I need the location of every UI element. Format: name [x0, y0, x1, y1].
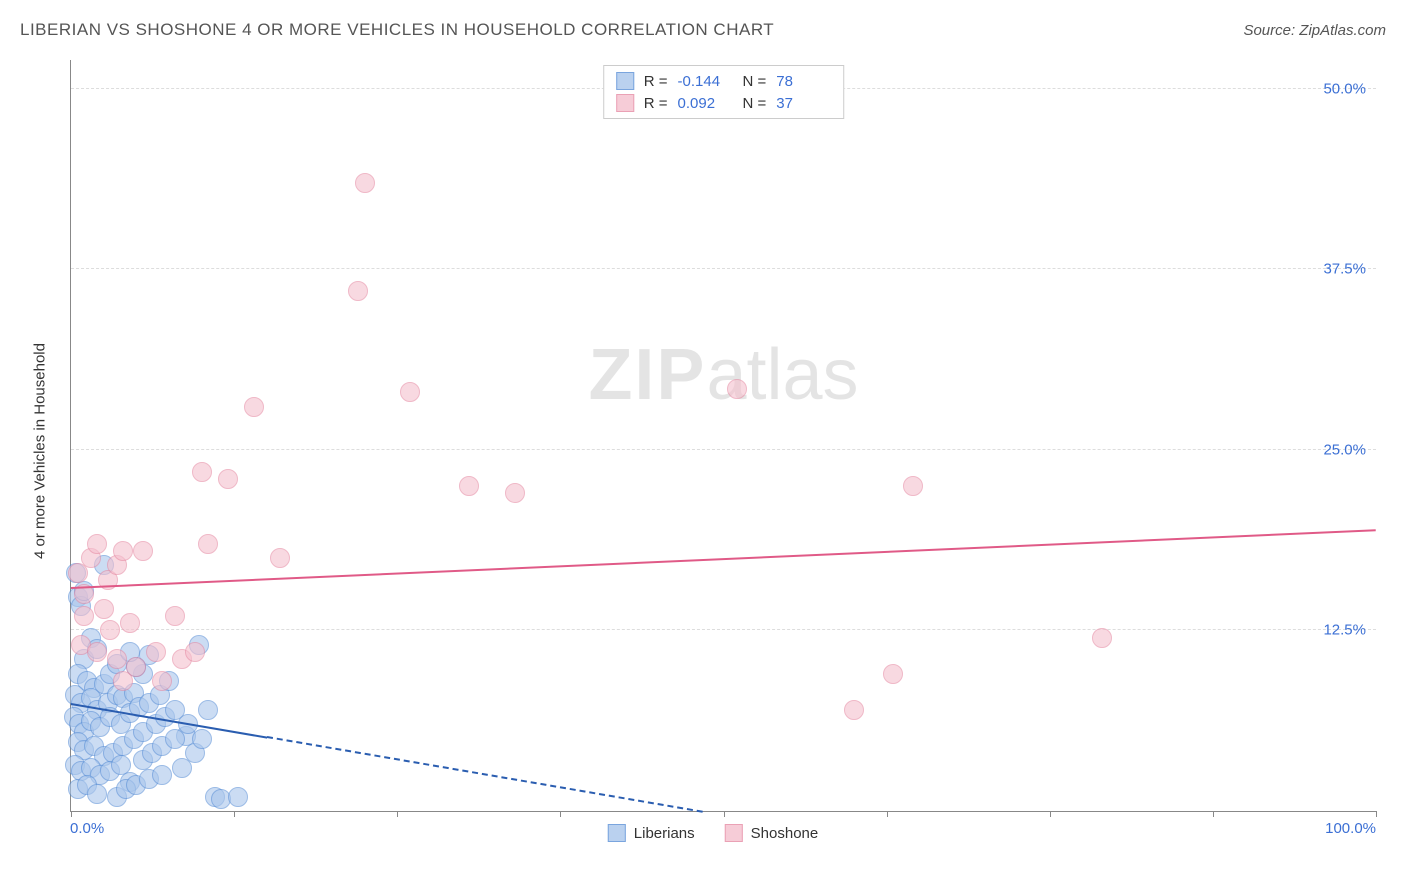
scatter-point — [903, 476, 923, 496]
correlation-legend: R = -0.144 N = 78 R = 0.092 N = 37 — [603, 65, 845, 119]
y-tick-label: 25.0% — [1323, 441, 1366, 458]
legend-swatch — [725, 824, 743, 842]
r-label: R = — [644, 73, 668, 90]
legend-swatch — [616, 94, 634, 112]
scatter-point — [100, 620, 120, 640]
x-tick — [1376, 811, 1377, 817]
scatter-point — [107, 649, 127, 669]
scatter-point — [94, 599, 114, 619]
source-label: Source: ZipAtlas.com — [1243, 22, 1386, 39]
r-label: R = — [644, 95, 668, 112]
plot-area: ZIPatlas R = -0.144 N = 78 R = 0.092 N = 37 12.… — [70, 60, 1376, 812]
scatter-point — [152, 765, 172, 785]
x-tick — [724, 811, 725, 817]
n-value: 37 — [776, 95, 831, 112]
scatter-point — [87, 642, 107, 662]
chart-area: 4 or more Vehicles in Household ZIPatlas… — [50, 60, 1376, 842]
scatter-point — [1092, 628, 1112, 648]
scatter-point — [270, 548, 290, 568]
y-tick-label: 37.5% — [1323, 261, 1366, 278]
x-tick — [1050, 811, 1051, 817]
legend-stat-row: R = -0.144 N = 78 — [604, 70, 844, 92]
x-tick — [397, 811, 398, 817]
legend-item: Liberians — [608, 824, 695, 842]
gridline — [71, 268, 1376, 269]
scatter-point — [87, 534, 107, 554]
scatter-point — [198, 534, 218, 554]
legend-label: Shoshone — [751, 825, 819, 842]
y-axis-label: 4 or more Vehicles in Household — [32, 343, 49, 559]
legend-item: Shoshone — [725, 824, 819, 842]
scatter-point — [198, 700, 218, 720]
r-value: -0.144 — [678, 73, 733, 90]
trend-line — [71, 529, 1376, 589]
chart-header: LIBERIAN VS SHOSHONE 4 OR MORE VEHICLES … — [20, 20, 1386, 40]
x-tick — [1213, 811, 1214, 817]
scatter-point — [244, 397, 264, 417]
scatter-point — [844, 700, 864, 720]
scatter-point — [218, 469, 238, 489]
scatter-point — [192, 729, 212, 749]
x-tick-label: 0.0% — [70, 820, 104, 837]
r-value: 0.092 — [678, 95, 733, 112]
legend-swatch — [608, 824, 626, 842]
gridline — [71, 449, 1376, 450]
legend-stat-row: R = 0.092 N = 37 — [604, 92, 844, 114]
n-label: N = — [743, 95, 767, 112]
scatter-point — [146, 642, 166, 662]
x-tick — [234, 811, 235, 817]
scatter-point — [113, 541, 133, 561]
scatter-point — [192, 462, 212, 482]
n-value: 78 — [776, 73, 831, 90]
scatter-point — [133, 541, 153, 561]
gridline — [71, 629, 1376, 630]
scatter-point — [505, 483, 525, 503]
scatter-point — [74, 606, 94, 626]
legend-swatch — [616, 72, 634, 90]
watermark: ZIPatlas — [588, 334, 858, 416]
scatter-point — [113, 671, 133, 691]
scatter-point — [87, 784, 107, 804]
x-tick — [71, 811, 72, 817]
y-tick-label: 50.0% — [1323, 80, 1366, 97]
scatter-point — [165, 606, 185, 626]
scatter-point — [185, 642, 205, 662]
scatter-point — [883, 664, 903, 684]
series-legend: Liberians Shoshone — [608, 824, 818, 842]
chart-title: LIBERIAN VS SHOSHONE 4 OR MORE VEHICLES … — [20, 20, 774, 40]
scatter-point — [228, 787, 248, 807]
n-label: N = — [743, 73, 767, 90]
scatter-point — [355, 173, 375, 193]
y-tick-label: 12.5% — [1323, 622, 1366, 639]
x-tick — [887, 811, 888, 817]
scatter-point — [459, 476, 479, 496]
x-tick-label: 100.0% — [1325, 820, 1376, 837]
scatter-point — [152, 671, 172, 691]
scatter-point — [727, 379, 747, 399]
x-tick — [560, 811, 561, 817]
scatter-point — [348, 281, 368, 301]
scatter-point — [400, 382, 420, 402]
scatter-point — [120, 613, 140, 633]
trend-line — [267, 736, 703, 813]
legend-label: Liberians — [634, 825, 695, 842]
